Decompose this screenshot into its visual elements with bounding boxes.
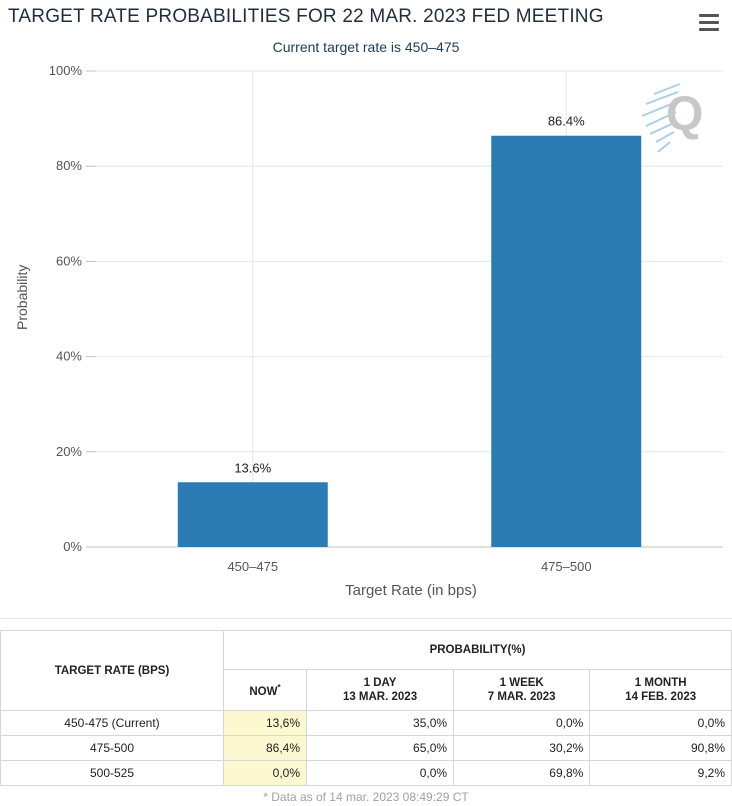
value-cell: 90,8% (589, 735, 732, 761)
table-row: 500-525 0,0% 0,0% 69,8% 9,2% (0, 760, 732, 786)
bar-value-label: 86.4% (548, 114, 585, 129)
bars: 13.6% 86.4% (177, 114, 642, 547)
value-cell: 0,0% (305, 760, 455, 786)
rate-cell: 500-525 (0, 760, 224, 786)
y-tick-label: 0% (63, 539, 82, 554)
divider (0, 618, 732, 619)
y-tick-label: 20% (56, 444, 82, 459)
chart-title: TARGET RATE PROBABILITIES FOR 22 MAR. 20… (8, 6, 604, 27)
y-tick-label: 100% (49, 63, 83, 78)
col-now-header: NOW* (223, 669, 307, 711)
table-row: 450-475 (Current) 13,6% 35,0% 0,0% 0,0% (0, 710, 732, 736)
now-cell: 13,6% (223, 710, 307, 736)
rate-cell: 475-500 (0, 735, 224, 761)
rate-cell: 450-475 (Current) (0, 710, 224, 736)
x-tick-label: 450–475 (227, 559, 278, 574)
bar-chart: 0% 20% 40% 60% 80% 100% 13.6% 86.4% 450–475 475… (49, 63, 723, 574)
chart-subtitle: Current target rate is 450–475 (272, 39, 460, 55)
now-cell: 0,0% (223, 760, 307, 786)
col-1day-header: 1 DAY 13 MAR. 2023 (305, 669, 455, 711)
y-tick-label: 80% (56, 158, 82, 173)
bar (177, 482, 328, 547)
target-rate-header: TARGET RATE (BPS) (0, 630, 224, 711)
y-tick-label: 40% (56, 349, 82, 364)
value-cell: 9,2% (589, 760, 732, 786)
value-cell: 69,8% (453, 760, 591, 786)
x-tick-labels: 450–475 475–500 (227, 559, 591, 574)
x-axis-label: Target Rate (in bps) (345, 582, 477, 599)
probability-table: TARGET RATE (BPS) PROBABILITY(%) NOW* 1 … (0, 630, 732, 786)
x-tick-label: 475–500 (541, 559, 592, 574)
value-cell: 0,0% (453, 710, 591, 736)
hamburger-menu-icon[interactable] (699, 14, 719, 32)
data-timestamp-note: * Data as of 14 mar. 2023 08:49:29 CT (263, 790, 469, 804)
watermark-logo: Q (641, 83, 703, 153)
value-cell: 30,2% (453, 735, 591, 761)
y-axis-label: Probability (14, 264, 30, 330)
bar-value-label: 13.6% (234, 460, 271, 475)
value-cell: 65,0% (305, 735, 455, 761)
col-1month-header: 1 MONTH 14 FEB. 2023 (589, 669, 732, 711)
y-tick-label: 60% (56, 253, 82, 268)
y-tick-labels: 0% 20% 40% 60% 80% 100% (49, 63, 83, 554)
probability-header: PROBABILITY(%) (223, 630, 732, 670)
bar (491, 135, 642, 547)
col-1week-header: 1 WEEK 7 MAR. 2023 (453, 669, 591, 711)
value-cell: 0,0% (589, 710, 732, 736)
value-cell: 35,0% (305, 710, 455, 736)
svg-text:Q: Q (666, 88, 703, 141)
table-row: 475-500 86,4% 65,0% 30,2% 90,8% (0, 735, 732, 761)
now-cell: 86,4% (223, 735, 307, 761)
